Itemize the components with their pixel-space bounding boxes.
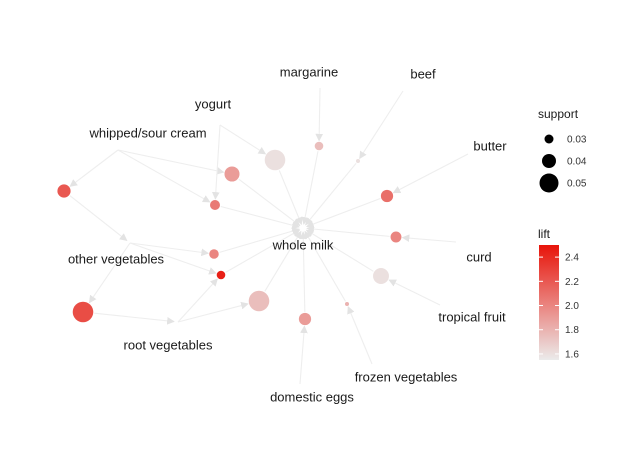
rule-node-r9[interactable] bbox=[210, 200, 220, 210]
edge-r3-to-whole_milk bbox=[278, 170, 303, 226]
edge-other_veg-to-r11 bbox=[129, 242, 217, 275]
rule-node-r6[interactable] bbox=[390, 231, 402, 243]
edge-root_veg-to-r11 bbox=[177, 278, 218, 323]
edge-yogurt-to-r9 bbox=[211, 124, 221, 200]
edge-r9-to-whole_milk bbox=[220, 205, 300, 229]
rule-node-r7[interactable] bbox=[373, 268, 389, 284]
edge-other_veg-to-r10 bbox=[129, 242, 210, 257]
item-label-butter[interactable]: butter bbox=[473, 139, 507, 154]
item-label-frozen-veg[interactable]: frozen vegetables bbox=[355, 370, 458, 385]
edge-margarine-to-r1 bbox=[315, 87, 324, 142]
rule-node-r2[interactable] bbox=[356, 159, 360, 163]
lift-tick-label: 2.4 bbox=[565, 253, 579, 264]
item-label-whipped[interactable]: whipped/sour cream bbox=[88, 126, 206, 141]
edge-whipped-to-r4 bbox=[117, 149, 225, 175]
support-key-dot bbox=[542, 154, 556, 168]
item-label-beef[interactable]: beef bbox=[410, 67, 436, 82]
item-label-root-veg[interactable]: root vegetables bbox=[124, 338, 213, 353]
edge-r12-to-root_veg bbox=[94, 312, 175, 325]
item-label-curd[interactable]: curd bbox=[466, 250, 491, 265]
support-key-dot bbox=[544, 134, 554, 144]
rule-node-r12[interactable] bbox=[72, 301, 94, 323]
edge-r11-to-whole_milk bbox=[225, 229, 301, 273]
edge-r13-to-whole_milk bbox=[264, 230, 302, 292]
item-labels-layer: whole milk margarine beef yogurt butter whipp… bbox=[68, 65, 507, 405]
rule-node-r10[interactable] bbox=[209, 249, 219, 259]
lift-legend-title: lift bbox=[538, 227, 551, 241]
edge-r7-to-whole_milk bbox=[305, 229, 374, 272]
edge-whipped-to-r8 bbox=[69, 149, 119, 187]
item-label-other-veg[interactable]: other vegetables bbox=[68, 252, 165, 267]
rule-node-r8[interactable] bbox=[57, 184, 71, 198]
edge-beef-to-r2 bbox=[359, 90, 404, 160]
edge-r4-to-whole_milk bbox=[238, 178, 301, 227]
edge-root_veg-to-r13 bbox=[177, 301, 249, 323]
support-key-label: 0.05 bbox=[567, 179, 587, 190]
edge-butter-to-r5 bbox=[392, 153, 469, 194]
rule-node-r14[interactable] bbox=[298, 312, 312, 326]
lift-tick-label: 2.2 bbox=[565, 277, 579, 288]
support-key-label: 0.03 bbox=[567, 135, 587, 146]
item-label-whole-milk[interactable]: whole milk bbox=[272, 238, 334, 253]
rule-node-r1[interactable] bbox=[314, 141, 324, 151]
item-label-margarine[interactable]: margarine bbox=[280, 65, 339, 80]
support-key-dot bbox=[539, 173, 559, 193]
edge-r5-to-whole_milk bbox=[306, 198, 381, 228]
edge-yogurt-to-r3 bbox=[219, 124, 267, 155]
edge-other_veg-to-r12 bbox=[88, 242, 131, 304]
edge-r1-to-whole_milk bbox=[301, 151, 319, 225]
edge-r8-to-other_veg bbox=[69, 195, 128, 242]
support-legend-title: support bbox=[538, 107, 579, 121]
edge-tropical-to-r7 bbox=[388, 279, 441, 306]
support-key-label: 0.04 bbox=[567, 157, 587, 168]
lift-tick-label: 1.8 bbox=[565, 325, 579, 336]
edge-curd-to-r6 bbox=[401, 234, 457, 243]
edge-r2-to-whole_milk bbox=[305, 162, 357, 226]
rule-node-r3[interactable] bbox=[264, 149, 286, 171]
edge-r6-to-whole_milk bbox=[306, 225, 390, 237]
edge-eggs-to-r14 bbox=[299, 325, 308, 385]
rule-node-r4[interactable] bbox=[224, 166, 240, 182]
lift-tick-label: 1.6 bbox=[565, 349, 579, 360]
rule-nodes-layer bbox=[57, 141, 402, 326]
lift-legend: lift 2.4 2.2 2.0 1.8 1.6 bbox=[538, 227, 579, 360]
item-label-eggs[interactable]: domestic eggs bbox=[270, 390, 354, 405]
edge-r15-to-whole_milk bbox=[304, 230, 346, 302]
item-label-tropical[interactable]: tropical fruit bbox=[438, 310, 506, 325]
item-label-yogurt[interactable]: yogurt bbox=[195, 97, 232, 112]
rule-node-r5[interactable] bbox=[380, 189, 394, 203]
edge-r14-to-whole_milk bbox=[299, 231, 308, 312]
support-legend: support 0.03 0.04 0.05 bbox=[538, 107, 587, 193]
edge-frozen_veg-to-r15 bbox=[347, 306, 373, 365]
rule-node-r15[interactable] bbox=[345, 302, 349, 306]
rule-node-r13[interactable] bbox=[248, 290, 270, 312]
lift-colorbar bbox=[539, 245, 559, 360]
edges-layer bbox=[69, 87, 469, 385]
lift-tick-label: 2.0 bbox=[565, 301, 579, 312]
edge-r10-to-whole_milk bbox=[219, 227, 300, 253]
rule-node-r11[interactable] bbox=[216, 270, 226, 280]
edge-whipped-to-r9 bbox=[117, 149, 211, 203]
